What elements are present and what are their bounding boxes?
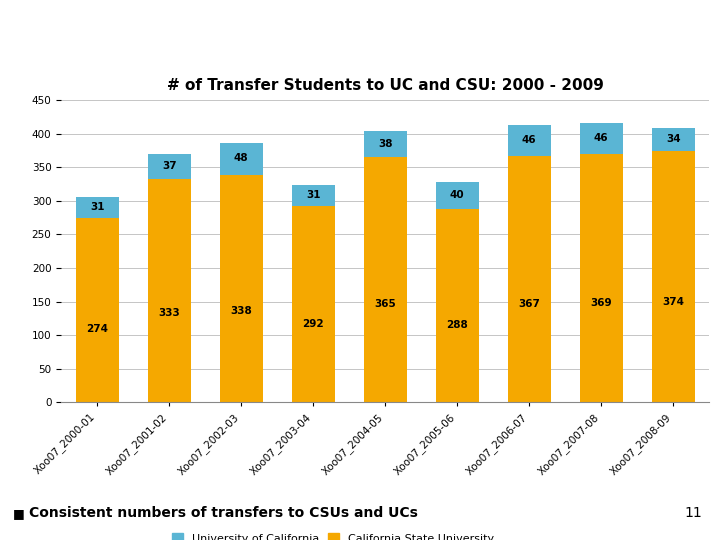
Bar	[148, 154, 191, 179]
Bar	[436, 182, 479, 209]
Text: 46: 46	[594, 133, 608, 143]
Text: ■: ■	[13, 507, 24, 520]
Text: 338: 338	[230, 306, 252, 316]
Text: 40: 40	[450, 190, 464, 200]
Text: 292: 292	[302, 319, 324, 329]
Bar	[652, 128, 695, 151]
Bar	[652, 151, 695, 402]
Title: # of Transfer Students to UC and CSU: 2000 - 2009: # of Transfer Students to UC and CSU: 20…	[167, 78, 603, 93]
Text: 288: 288	[446, 320, 468, 330]
Text: 37: 37	[162, 160, 176, 171]
Bar	[148, 179, 191, 402]
Bar	[580, 154, 623, 402]
Text: 274: 274	[86, 323, 108, 334]
Bar	[508, 156, 551, 402]
Text: 48: 48	[234, 153, 248, 164]
Text: 333: 333	[158, 308, 180, 318]
Text: 369: 369	[590, 298, 612, 308]
Text: 367: 367	[518, 299, 540, 309]
Text: 374: 374	[662, 297, 684, 307]
Bar	[580, 124, 623, 154]
Legend: University of California, California State University: University of California, California Sta…	[168, 529, 499, 540]
Bar	[220, 143, 263, 175]
Text: 11: 11	[684, 507, 702, 521]
Bar	[364, 131, 407, 157]
Bar	[76, 218, 119, 402]
Text: 365: 365	[374, 299, 396, 309]
Text: 31: 31	[90, 202, 104, 212]
Bar	[76, 197, 119, 218]
Text: Consistent numbers of transfers to CSUs and UCs: Consistent numbers of transfers to CSUs …	[29, 507, 418, 521]
Text: 38: 38	[378, 139, 392, 148]
Bar	[436, 209, 479, 402]
Bar	[220, 175, 263, 402]
Bar	[508, 125, 551, 156]
Text: 34: 34	[666, 134, 680, 144]
Text: 31: 31	[306, 190, 320, 200]
Text: 46: 46	[522, 134, 536, 145]
Text: Transfers: Transfers	[11, 24, 319, 80]
Bar	[292, 206, 335, 402]
Bar	[364, 157, 407, 402]
Bar	[292, 185, 335, 206]
